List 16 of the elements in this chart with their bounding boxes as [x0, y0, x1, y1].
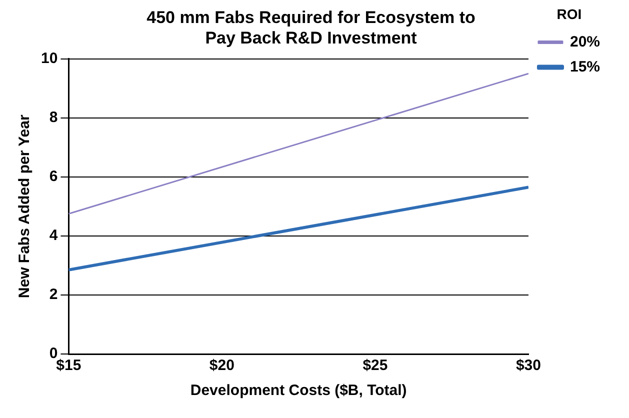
- y-tick-label: 8: [49, 108, 58, 126]
- y-axis-title: New Fabs Added per Year: [16, 114, 34, 298]
- x-tick-label: $25: [362, 357, 388, 374]
- y-tick-label: 0: [49, 345, 58, 362]
- chart-title: 450 mm Fabs Required for Ecosystem to Pay Back R&D Investment: [146, 8, 476, 48]
- y-tick-label: 2: [49, 286, 58, 304]
- x-tick-label: $15: [56, 357, 82, 374]
- y-tick-label: 4: [49, 227, 58, 244]
- legend-title: ROI: [556, 6, 582, 22]
- x-tick-label: $30: [516, 357, 541, 374]
- x-axis-title: Development Costs ($B, Total): [190, 382, 407, 400]
- legend-label: 15%: [570, 58, 600, 76]
- legend-label: 20%: [570, 33, 600, 50]
- y-tick-label: 6: [49, 168, 58, 186]
- x-tick-label: $20: [209, 357, 234, 374]
- y-tick-label: 10: [40, 50, 58, 67]
